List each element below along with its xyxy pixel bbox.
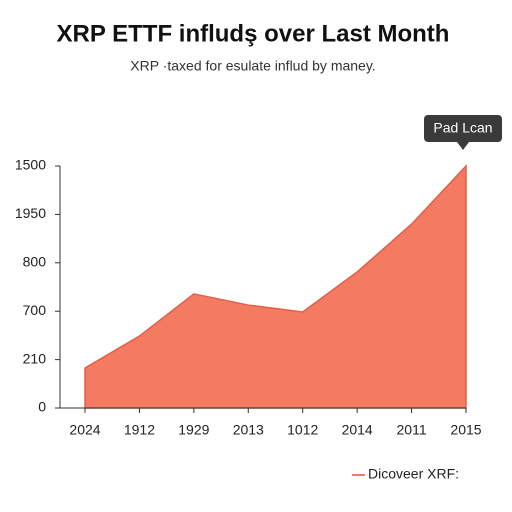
y-tick-label: 700 — [23, 302, 47, 318]
x-tick-label: 2024 — [69, 422, 100, 438]
x-tick-label: 1929 — [178, 422, 209, 438]
chart-title: XRP ETTF infludş over Last Month — [57, 20, 450, 47]
x-tick-label: 2011 — [397, 422, 427, 438]
chart-subtitle: XRP ·taxed for esulate influd by maney. — [130, 58, 375, 74]
x-tick-label: 1912 — [124, 422, 155, 438]
tooltip: Pad Lcan — [424, 115, 502, 150]
y-tick-label: 800 — [23, 254, 47, 270]
y-tick-label: 210 — [23, 350, 47, 366]
y-tick-label: 1500 — [15, 157, 46, 173]
x-tick-label: 2015 — [450, 422, 481, 438]
x-tick-label: 1012 — [287, 422, 318, 438]
y-tick-label: 0 — [38, 399, 46, 415]
tooltip-text: Pad Lcan — [433, 120, 492, 136]
area — [84, 164, 467, 409]
y-tick-label: 1950 — [15, 205, 46, 221]
legend-label: Dicoveer XRF: — [368, 466, 459, 482]
x-tick-label: 2013 — [233, 422, 264, 438]
tooltip-arrow — [457, 142, 469, 150]
x-tick-label: 2014 — [342, 422, 373, 438]
tooltip-box — [424, 115, 502, 142]
